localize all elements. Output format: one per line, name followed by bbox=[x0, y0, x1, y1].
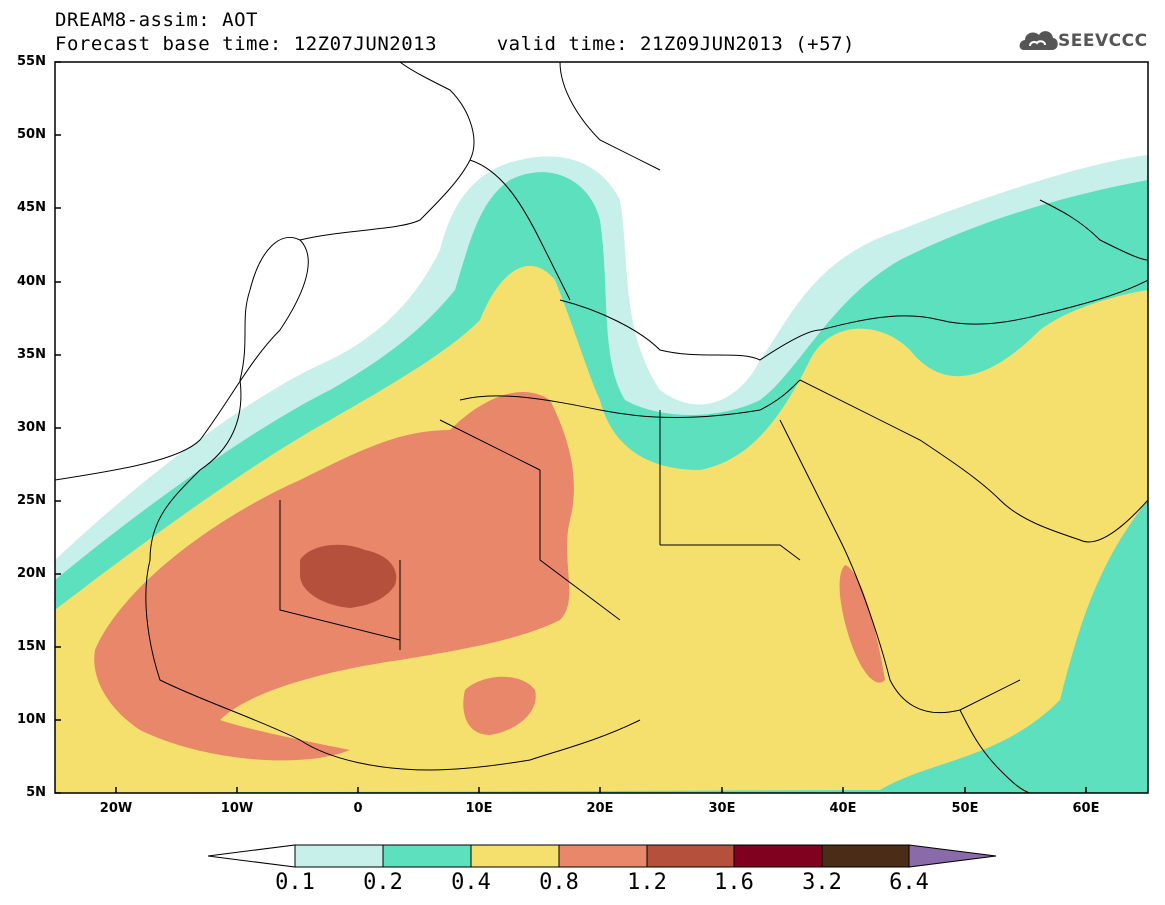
lon-label: 30E bbox=[708, 801, 736, 816]
colorbar-label: 0.8 bbox=[539, 870, 579, 895]
aot-band-1.2 bbox=[300, 544, 397, 608]
colorbar-segment-5 bbox=[646, 844, 735, 868]
colorbar-segment-7 bbox=[821, 844, 910, 868]
lon-label: 10W bbox=[220, 801, 254, 816]
colorbar-label: 0.4 bbox=[451, 870, 491, 895]
axis-ticks bbox=[55, 61, 1087, 794]
logo-text: SEEVCCC bbox=[1058, 31, 1148, 51]
colorbar-segment-1 bbox=[294, 844, 384, 868]
colorbar-label: 6.4 bbox=[889, 870, 929, 895]
colorbar-over-arrow bbox=[908, 844, 997, 868]
coastlines bbox=[55, 62, 1148, 793]
lat-label: 5N bbox=[26, 785, 46, 800]
lat-label: 40N bbox=[17, 274, 46, 289]
lat-label: 30N bbox=[17, 420, 46, 435]
lon-label: 0 bbox=[353, 801, 363, 816]
colorbar-label: 1.2 bbox=[627, 870, 667, 895]
aot-band-0.8-b bbox=[463, 676, 536, 735]
colorbar bbox=[207, 844, 997, 868]
lat-label: 35N bbox=[17, 347, 46, 362]
map-title: DREAM8-assim: AOT bbox=[55, 9, 258, 31]
lon-label: 10E bbox=[465, 801, 493, 816]
lat-label: 20N bbox=[17, 566, 46, 581]
lon-label: 20W bbox=[99, 801, 133, 816]
forecast-time-line: Forecast base time: 12Z07JUN2013 valid t… bbox=[55, 33, 855, 55]
aot-contours bbox=[55, 62, 1148, 793]
lon-label: 50E bbox=[951, 801, 979, 816]
colorbar-under-arrow bbox=[207, 844, 296, 868]
colorbar-segment-4 bbox=[558, 844, 648, 868]
lon-label: 20E bbox=[586, 801, 614, 816]
lat-label: 15N bbox=[17, 639, 46, 654]
lon-label: 60E bbox=[1072, 801, 1100, 816]
lat-label: 25N bbox=[17, 493, 46, 508]
lon-label: 40E bbox=[829, 801, 857, 816]
colorbar-label: 3.2 bbox=[802, 870, 842, 895]
colorbar-label: 0.1 bbox=[275, 870, 315, 895]
colorbar-segment-3 bbox=[470, 844, 560, 868]
aot-band-0.8-c bbox=[839, 565, 885, 683]
colorbar-label: 1.6 bbox=[714, 870, 754, 895]
lat-label: 55N bbox=[17, 54, 46, 69]
cloud-logo-icon bbox=[1019, 31, 1058, 50]
lat-label: 50N bbox=[17, 127, 46, 142]
lat-label: 45N bbox=[17, 200, 46, 215]
colorbar-segment-6 bbox=[733, 844, 823, 868]
lat-label: 10N bbox=[17, 712, 46, 727]
colorbar-label: 0.2 bbox=[363, 870, 403, 895]
colorbar-segment-2 bbox=[382, 844, 472, 868]
